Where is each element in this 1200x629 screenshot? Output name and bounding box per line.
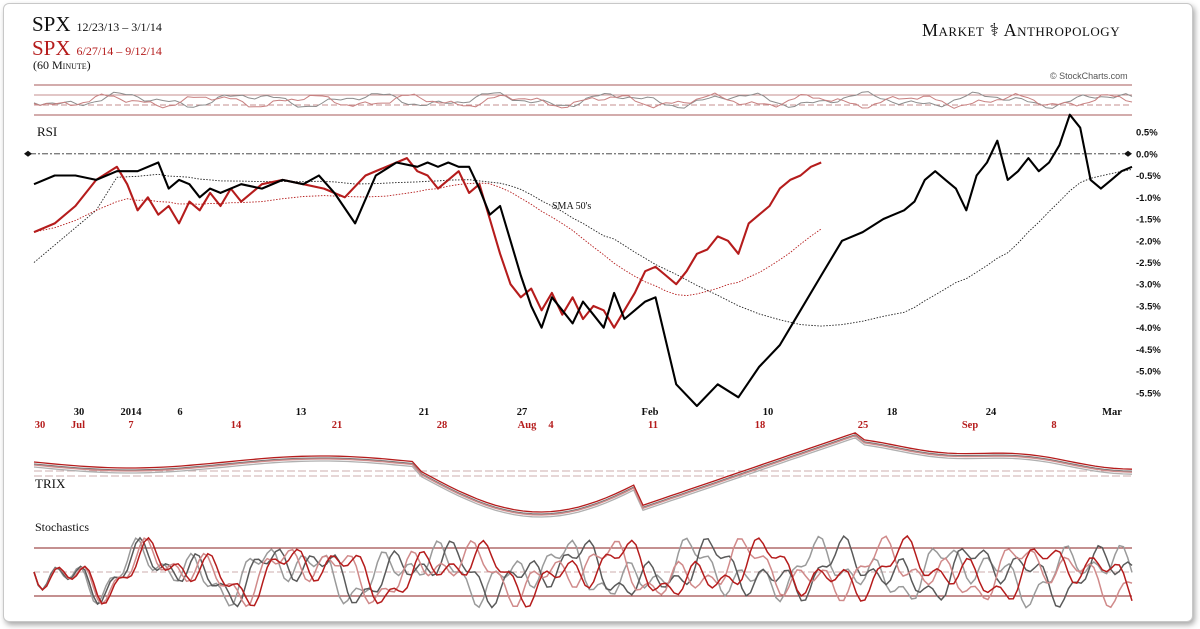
y-tick-label: -5.5% — [1136, 389, 1161, 400]
title-black-dates: 12/23/13 – 3/1/14 — [76, 20, 162, 34]
x-label-black: 13 — [296, 407, 307, 418]
x-label-black: 18 — [887, 407, 898, 418]
x-label-black: 2014 — [121, 407, 143, 418]
x-label-red: Aug — [518, 420, 537, 431]
x-label-black: Mar — [1102, 407, 1122, 418]
x-label-black: 10 — [763, 407, 774, 418]
x-label-red: 8 — [1051, 420, 1056, 431]
y-tick-label: -1.5% — [1136, 215, 1161, 226]
x-label-black: 30 — [74, 407, 85, 418]
x-label-black: Feb — [642, 407, 659, 418]
x-label-red: 30 — [35, 420, 46, 431]
rsi-red-line — [33, 92, 1133, 109]
x-label-red: 25 — [858, 420, 869, 431]
title-red: SPX 6/27/14 – 9/12/14 — [32, 36, 162, 60]
rsi-label: RSI — [37, 124, 58, 139]
x-label-red: 21 — [332, 420, 343, 431]
copyright: © StockCharts.com — [1050, 71, 1128, 81]
series-black-line — [33, 113, 1133, 408]
x-label-red: 14 — [231, 420, 242, 431]
frequency-label: (60 Minute) — [33, 58, 91, 72]
y-tick-label: -4.5% — [1136, 345, 1161, 356]
y-tick-label: -3.5% — [1136, 302, 1161, 313]
stoch-line — [33, 534, 1133, 608]
x-label-red: 18 — [755, 420, 766, 431]
y-tick-label: 0.5% — [1136, 128, 1158, 139]
y-tick-label: -2.0% — [1136, 236, 1161, 247]
x-label-black: 24 — [986, 407, 997, 418]
y-tick-label: -3.0% — [1136, 280, 1161, 291]
chart-svg: 0.5% 0.0% -0.5% -1.0% -1.5% -2.0% -2.5% -3.0% -3… — [24, 84, 1161, 609]
y-tick-label: 0.0% — [1136, 149, 1158, 160]
y-tick-label: -4.0% — [1136, 323, 1161, 334]
right-marker-icon — [1124, 150, 1132, 157]
x-label-black: 27 — [517, 407, 528, 418]
left-marker-icon — [24, 150, 32, 157]
sma-black-line — [33, 168, 1133, 327]
x-label-red: Sep — [962, 420, 979, 431]
title-red-dates: 6/27/14 – 9/12/14 — [76, 44, 162, 58]
trix-line — [33, 435, 1133, 516]
x-label-red: 7 — [128, 420, 133, 431]
trix-line — [33, 437, 1133, 518]
stoch-line — [33, 535, 1133, 609]
chart-frame: SPX 12/23/13 – 3/1/14 SPX 6/27/14 – 9/12/1… — [3, 3, 1193, 622]
x-label-red: Jul — [71, 420, 85, 431]
y-tick-label: -1.0% — [1136, 193, 1161, 204]
title-black: SPX 12/23/13 – 3/1/14 — [32, 12, 162, 36]
x-label-red: 28 — [437, 420, 448, 431]
y-tick-label: -2.5% — [1136, 258, 1161, 269]
x-label-red: 11 — [648, 420, 658, 431]
brand-logo: Market ⚕ Anthropology — [922, 20, 1121, 40]
x-label-black: 6 — [177, 407, 182, 418]
x-label-red: 4 — [548, 420, 554, 431]
y-tick-label: -5.0% — [1136, 367, 1161, 378]
trix-line — [33, 432, 1133, 513]
y-tick-label: -0.5% — [1136, 171, 1161, 182]
x-label-black: 21 — [419, 407, 430, 418]
trix-label: TRIX — [35, 476, 66, 491]
sma-label: SMA 50's — [552, 201, 592, 212]
stochastics-label: Stochastics — [35, 520, 89, 534]
sma-red-line — [33, 182, 822, 297]
rsi-black-line — [33, 91, 1133, 109]
trix-line — [33, 434, 1133, 515]
series-red-line — [33, 157, 822, 329]
